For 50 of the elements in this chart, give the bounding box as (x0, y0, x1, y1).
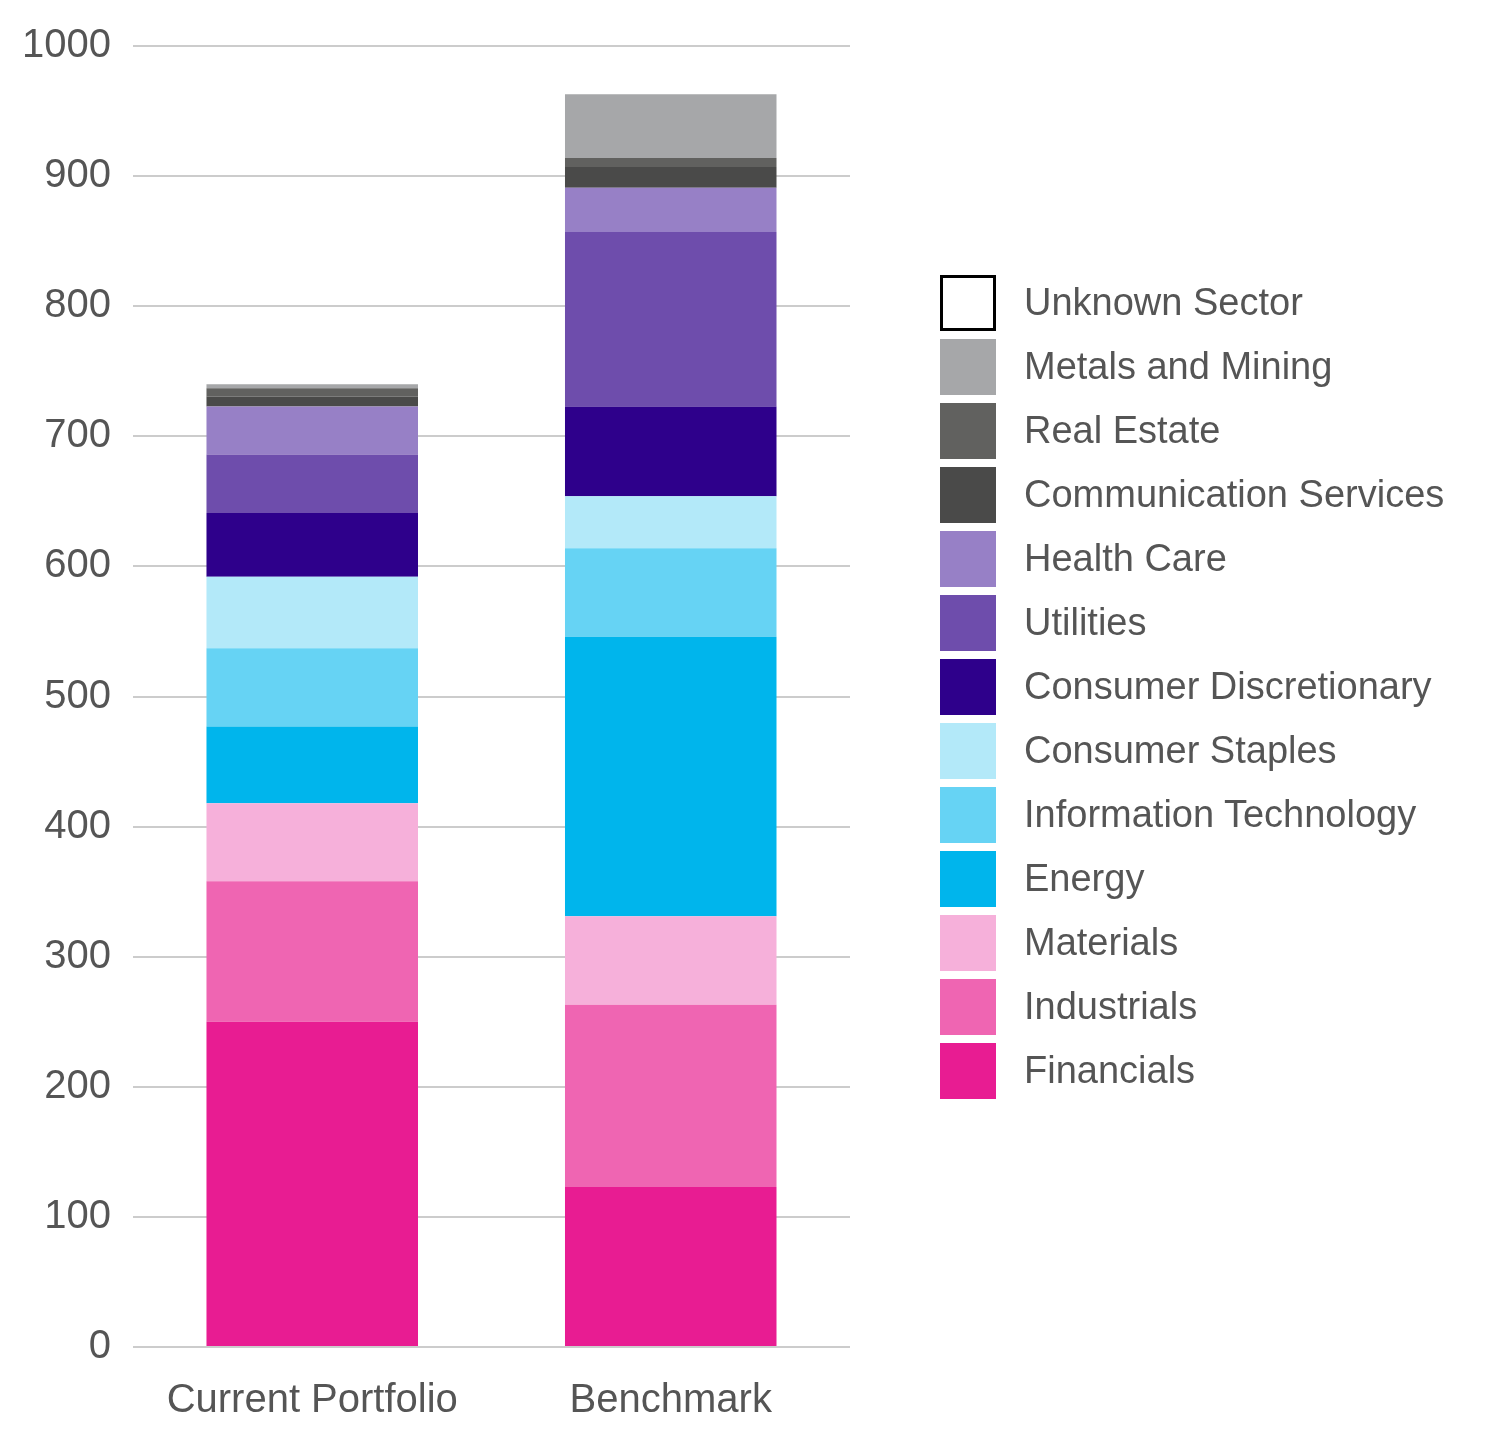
bar (206, 454, 418, 514)
x-tick-label: Current Portfolio (166, 1376, 458, 1421)
legend-label: Communication Services (1024, 473, 1445, 516)
bar (564, 187, 777, 233)
bar (206, 388, 418, 397)
legend-label: Information Technology (1024, 793, 1417, 836)
bar (564, 1004, 777, 1187)
legend-label: Utilities (1024, 601, 1147, 644)
y-tick-label: 500 (44, 671, 111, 716)
bar (564, 157, 777, 167)
y-tick-label: 200 (44, 1061, 111, 1106)
y-tick-label: 400 (44, 801, 111, 846)
bar (564, 548, 777, 637)
y-tick-label: 800 (44, 281, 111, 326)
x-tick-label: Benchmark (569, 1376, 773, 1421)
legend-label: Industrials (1024, 985, 1198, 1028)
bar (564, 636, 777, 917)
y-tick-label: 0 (88, 1322, 111, 1367)
legend-label: Real Estate (1024, 409, 1221, 452)
bar (206, 803, 418, 882)
bar (564, 1186, 777, 1346)
legend-label: Energy (1024, 857, 1145, 900)
y-tick-label: 900 (44, 151, 111, 196)
bar (206, 1021, 418, 1346)
y-tick-label: 700 (44, 411, 111, 456)
y-tick-label: 100 (44, 1191, 111, 1236)
legend-label: Materials (1024, 921, 1179, 964)
y-tick-label: 300 (44, 931, 111, 976)
legend-label: Metals and Mining (1024, 345, 1333, 388)
bar (564, 406, 777, 497)
bar (206, 726, 418, 804)
y-tick-label: 1000 (22, 21, 111, 66)
bar (564, 232, 777, 407)
legend-label: Health Care (1024, 537, 1227, 580)
bar (564, 94, 777, 158)
bar (206, 576, 418, 649)
bar (206, 513, 418, 577)
y-tick-label: 600 (44, 541, 111, 586)
legend-label: Consumer Discretionary (1024, 665, 1432, 708)
bar (564, 916, 777, 1005)
bar (564, 166, 777, 188)
bar (206, 648, 418, 727)
legend-label: Unknown Sector (1024, 281, 1303, 324)
bar (206, 406, 418, 455)
legend-label: Financials (1024, 1049, 1196, 1092)
bar (206, 384, 418, 389)
bar (206, 881, 418, 1022)
bar (206, 396, 418, 407)
legend-label: Consumer Staples (1024, 729, 1337, 772)
bar (564, 496, 777, 549)
